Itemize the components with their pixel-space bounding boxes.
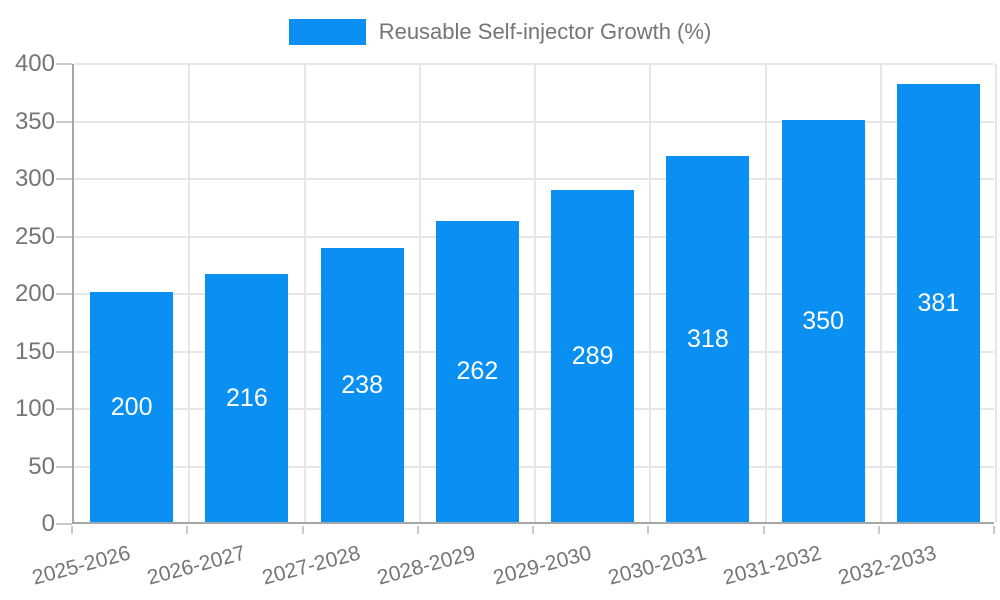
x-tick-mark bbox=[993, 526, 995, 534]
bar-value-label: 216 bbox=[226, 383, 268, 412]
y-axis-tick-label: 400 bbox=[14, 50, 55, 77]
gridline-vertical bbox=[188, 64, 191, 522]
gridline-vertical bbox=[649, 64, 652, 522]
y-tick-mark bbox=[56, 293, 72, 295]
x-tick-mark bbox=[416, 526, 419, 534]
y-tick-mark bbox=[56, 178, 72, 180]
y-tick-mark bbox=[56, 465, 72, 468]
plot-area: 200 216 238 262 289 318 350 381 bbox=[72, 63, 997, 524]
bar-value-label: 350 bbox=[802, 306, 844, 335]
legend-label: Reusable Self-injector Growth (%) bbox=[378, 19, 712, 44]
bar-2031-2032[interactable]: 350 bbox=[781, 119, 865, 522]
y-axis-tick-label: 50 bbox=[28, 452, 55, 480]
gridline-vertical bbox=[303, 64, 306, 522]
y-tick-mark bbox=[56, 63, 72, 65]
bar-2028-2029[interactable]: 262 bbox=[435, 220, 519, 522]
gridline-vertical bbox=[418, 64, 421, 522]
x-tick-mark bbox=[532, 526, 534, 534]
x-tick-mark bbox=[762, 526, 765, 534]
bar-2027-2028[interactable]: 238 bbox=[320, 248, 404, 522]
y-axis-tick-label: 300 bbox=[14, 165, 55, 192]
bar-2029-2030[interactable]: 289 bbox=[551, 189, 635, 522]
y-tick-mark bbox=[56, 120, 72, 123]
bar-2025-2026[interactable]: 200 bbox=[90, 292, 174, 522]
y-axis-tick-label: 100 bbox=[14, 395, 55, 422]
bar-value-label: 262 bbox=[456, 357, 499, 386]
y-tick-mark bbox=[56, 350, 72, 353]
y-tick-mark bbox=[56, 235, 72, 238]
bar-value-label: 238 bbox=[341, 371, 383, 400]
x-tick-mark bbox=[877, 526, 880, 534]
bar-2030-2031[interactable]: 318 bbox=[666, 156, 750, 522]
bar-2026-2027[interactable]: 216 bbox=[205, 273, 289, 522]
y-axis-tick-label: 250 bbox=[14, 222, 55, 250]
legend-item[interactable]: Reusable Self-injector Growth (%) bbox=[288, 19, 712, 45]
y-tick-mark bbox=[56, 523, 72, 525]
x-tick-mark bbox=[71, 526, 73, 534]
bar-value-label: 318 bbox=[687, 325, 729, 354]
y-axis-tick-label: 350 bbox=[14, 107, 55, 135]
gridline-vertical bbox=[995, 64, 997, 522]
legend-swatch bbox=[288, 19, 366, 45]
y-axis-tick-label: 0 bbox=[41, 510, 55, 537]
chart-legend: Reusable Self-injector Growth (%) bbox=[0, 19, 1000, 45]
gridline-vertical bbox=[879, 64, 882, 522]
y-axis-tick-label: 200 bbox=[14, 280, 55, 307]
bar-value-label: 381 bbox=[917, 288, 960, 317]
gridline-vertical bbox=[764, 64, 767, 522]
bar-2032-2033[interactable]: 381 bbox=[896, 83, 980, 522]
y-tick-mark bbox=[56, 408, 72, 410]
y-axis-tick-label: 150 bbox=[14, 337, 55, 365]
bar-value-label: 200 bbox=[110, 393, 153, 421]
bar-value-label: 289 bbox=[571, 341, 614, 370]
x-tick-mark bbox=[186, 526, 189, 534]
x-tick-mark bbox=[647, 526, 650, 534]
x-tick-mark bbox=[301, 526, 304, 534]
gridline-vertical bbox=[534, 64, 536, 522]
